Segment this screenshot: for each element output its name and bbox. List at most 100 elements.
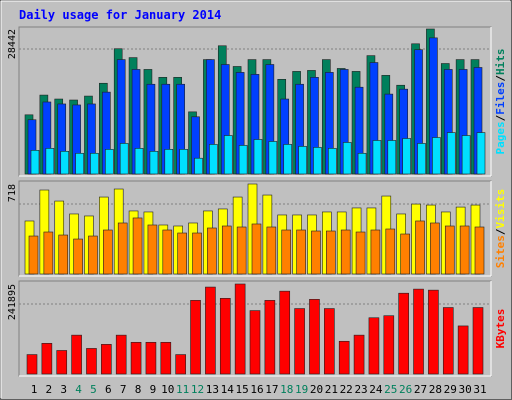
bar [474,226,485,275]
bar [45,148,55,175]
x-tick-label: 19 [295,383,308,396]
bar [357,152,367,175]
bar [130,341,142,375]
x-tick-label: 2 [46,383,53,396]
bar [457,325,469,375]
bar [283,144,293,175]
x-tick-label: 30 [459,383,472,396]
bar [432,137,441,175]
bar [461,135,471,175]
bar [115,334,127,375]
bar [251,223,262,275]
legend-entry: Files [494,82,507,115]
bar [476,132,486,175]
bar [266,226,277,275]
bar [175,354,186,375]
x-tick-label: 10 [161,383,174,396]
bar [88,235,98,275]
legend-entry: Sites [494,235,507,268]
legend-separator: / [494,114,507,121]
bar [30,150,40,175]
bar [430,222,440,275]
bar [105,149,114,175]
bar [400,233,410,275]
x-tick-label: 18 [280,383,293,396]
x-tick-label: 20 [310,383,323,396]
bar [236,226,247,275]
bar [442,307,454,375]
bar [134,148,144,175]
bar [177,232,187,275]
bar [86,348,97,375]
bar [223,135,233,175]
chart-title: Daily usage for January 2014 [19,8,221,22]
bar [413,288,424,375]
x-tick-label: 11 [176,383,189,396]
bar [472,307,484,375]
x-tick-label: 3 [60,383,67,396]
bar [398,292,409,375]
y-tick-label: 241895 [7,284,18,320]
bar [75,152,84,175]
bar [221,225,232,275]
bar [328,148,337,175]
x-tick-label: 23 [354,383,367,396]
bar [324,308,335,375]
bar [43,231,54,275]
bar [238,145,248,175]
y-tick-label: 28442 [7,29,18,59]
bar [28,235,39,275]
x-tick-label: 5 [90,383,97,396]
bar [117,222,128,275]
x-tick-label: 29 [444,383,457,396]
bar [340,229,351,275]
bar [444,225,455,275]
x-tick-label: 9 [150,383,157,396]
bar [415,220,425,275]
bar [149,151,159,175]
bar [311,230,321,275]
bar [417,143,426,175]
legend-entry: Hits [494,49,507,76]
x-tick-label: 6 [105,383,112,396]
bar [459,225,470,275]
bar [192,232,202,275]
bar [160,341,172,375]
bar [207,227,217,275]
x-tick-label: 1 [31,383,38,396]
bar [385,228,396,275]
bar [294,308,305,375]
x-tick-label: 12 [191,383,204,396]
bar [219,298,231,375]
bar [179,149,188,175]
x-tick-label: 31 [473,383,486,396]
x-tick-label: 25 [384,383,397,396]
x-tick-label: 28 [429,383,442,396]
x-tick-label: 14 [221,383,235,396]
bar [132,217,143,275]
bar [298,146,307,175]
bar [383,315,395,375]
bar [205,286,216,375]
bar [71,334,82,375]
bar [428,289,439,375]
bar [402,138,411,175]
x-tick-label: 4 [75,383,82,396]
x-tick-label: 15 [236,383,249,396]
bar [342,142,352,175]
y-tick-label: 718 [7,184,18,202]
x-tick-label: 17 [265,383,278,396]
legend: Sites/Visits [494,189,507,269]
x-tick-label: 27 [414,383,427,396]
bar [145,341,157,375]
bar [73,238,83,275]
x-tick-label: 13 [206,383,219,396]
bar [372,140,382,175]
bar [446,132,456,175]
bar [264,300,276,375]
bar [387,140,397,175]
legend-entry: KBytes [494,309,507,349]
bar [368,317,380,375]
legend-separator: / [494,75,507,82]
